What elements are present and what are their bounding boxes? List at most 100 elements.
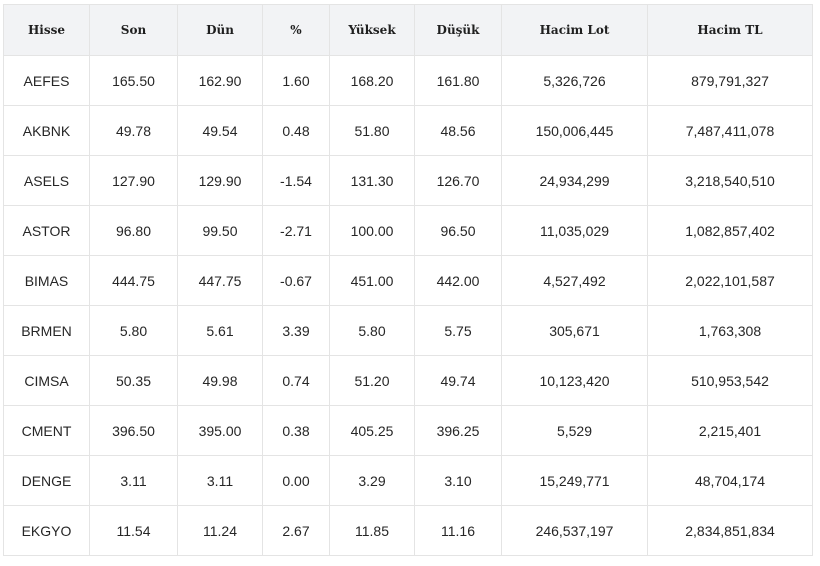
table-row: ASELS 127.90 129.90 -1.54 131.30 126.70 24,934… bbox=[3, 155, 813, 206]
cell-son: 165.50 bbox=[89, 55, 178, 106]
cell-dusuk: 161.80 bbox=[414, 55, 502, 106]
cell-yuksek: 451.00 bbox=[329, 255, 415, 306]
table-row: BIMAS 444.75 447.75 -0.67 451.00 442.00 4,527,… bbox=[3, 255, 813, 306]
cell-son: 5.80 bbox=[89, 305, 178, 356]
cell-hacim-lot: 150,006,445 bbox=[501, 105, 648, 156]
cell-hisse: BRMEN bbox=[3, 305, 90, 356]
cell-dun: 49.54 bbox=[177, 105, 263, 156]
cell-yuksek: 405.25 bbox=[329, 405, 415, 456]
cell-hacim-lot: 5,326,726 bbox=[501, 55, 648, 106]
cell-percent: 0.74 bbox=[262, 355, 330, 406]
cell-hisse: BIMAS bbox=[3, 255, 90, 306]
cell-dun: 129.90 bbox=[177, 155, 263, 206]
cell-son: 127.90 bbox=[89, 155, 178, 206]
cell-percent: -2.71 bbox=[262, 205, 330, 256]
table-row: ASTOR 96.80 99.50 -2.71 100.00 96.50 11,035,02… bbox=[3, 205, 813, 256]
cell-percent: 0.48 bbox=[262, 105, 330, 156]
cell-hacim-lot: 11,035,029 bbox=[501, 205, 648, 256]
cell-hacim-tl: 3,218,540,510 bbox=[647, 155, 813, 206]
cell-hacim-tl: 1,763,308 bbox=[647, 305, 813, 356]
cell-dun: 395.00 bbox=[177, 405, 263, 456]
cell-dun: 99.50 bbox=[177, 205, 263, 256]
stock-table-container: Hisse Son Dün % Yüksek Düşük Hacim Lot H… bbox=[3, 4, 813, 556]
cell-dusuk: 96.50 bbox=[414, 205, 502, 256]
cell-dusuk: 442.00 bbox=[414, 255, 502, 306]
cell-dun: 5.61 bbox=[177, 305, 263, 356]
cell-yuksek: 51.20 bbox=[329, 355, 415, 406]
cell-hisse: ASELS bbox=[3, 155, 90, 206]
cell-hacim-tl: 2,215,401 bbox=[647, 405, 813, 456]
cell-son: 49.78 bbox=[89, 105, 178, 156]
header-yuksek: Yüksek bbox=[329, 4, 415, 56]
header-son: Son bbox=[89, 4, 178, 56]
table-row: AKBNK 49.78 49.54 0.48 51.80 48.56 150,006,445… bbox=[3, 105, 813, 156]
cell-percent: 3.39 bbox=[262, 305, 330, 356]
cell-yuksek: 5.80 bbox=[329, 305, 415, 356]
cell-hisse: CIMSA bbox=[3, 355, 90, 406]
header-dun: Dün bbox=[177, 4, 263, 56]
cell-hisse: CMENT bbox=[3, 405, 90, 456]
header-hacim-lot: Hacim Lot bbox=[501, 4, 648, 56]
cell-dun: 11.24 bbox=[177, 505, 263, 556]
cell-son: 3.11 bbox=[89, 455, 178, 506]
cell-hisse: EKGYO bbox=[3, 505, 90, 556]
cell-dusuk: 126.70 bbox=[414, 155, 502, 206]
cell-hacim-lot: 15,249,771 bbox=[501, 455, 648, 506]
cell-yuksek: 131.30 bbox=[329, 155, 415, 206]
cell-yuksek: 168.20 bbox=[329, 55, 415, 106]
cell-hisse: ASTOR bbox=[3, 205, 90, 256]
cell-son: 11.54 bbox=[89, 505, 178, 556]
cell-dusuk: 5.75 bbox=[414, 305, 502, 356]
cell-percent: 0.38 bbox=[262, 405, 330, 456]
header-hisse: Hisse bbox=[3, 4, 90, 56]
cell-hacim-lot: 246,537,197 bbox=[501, 505, 648, 556]
cell-percent: 0.00 bbox=[262, 455, 330, 506]
table-row: CIMSA 50.35 49.98 0.74 51.20 49.74 10,123,420 5… bbox=[3, 355, 813, 406]
header-percent: % bbox=[262, 4, 330, 56]
cell-percent: 1.60 bbox=[262, 55, 330, 106]
table-row: EKGYO 11.54 11.24 2.67 11.85 11.16 246,537,197… bbox=[3, 505, 813, 556]
cell-hisse: AEFES bbox=[3, 55, 90, 106]
table-body: AEFES 165.50 162.90 1.60 168.20 161.80 5,326,7… bbox=[3, 55, 813, 556]
cell-dun: 49.98 bbox=[177, 355, 263, 406]
cell-hacim-lot: 305,671 bbox=[501, 305, 648, 356]
cell-dusuk: 396.25 bbox=[414, 405, 502, 456]
cell-dun: 162.90 bbox=[177, 55, 263, 106]
cell-hisse: DENGE bbox=[3, 455, 90, 506]
cell-hisse: AKBNK bbox=[3, 105, 90, 156]
cell-hacim-tl: 48,704,174 bbox=[647, 455, 813, 506]
cell-yuksek: 51.80 bbox=[329, 105, 415, 156]
cell-hacim-tl: 2,022,101,587 bbox=[647, 255, 813, 306]
cell-dusuk: 48.56 bbox=[414, 105, 502, 156]
table-header: Hisse Son Dün % Yüksek Düşük Hacim Lot H… bbox=[3, 4, 813, 56]
cell-hacim-lot: 5,529 bbox=[501, 405, 648, 456]
cell-percent: 2.67 bbox=[262, 505, 330, 556]
cell-hacim-tl: 7,487,411,078 bbox=[647, 105, 813, 156]
cell-hacim-tl: 2,834,851,834 bbox=[647, 505, 813, 556]
table-row: DENGE 3.11 3.11 0.00 3.29 3.10 15,249,771 48,70… bbox=[3, 455, 813, 506]
cell-yuksek: 100.00 bbox=[329, 205, 415, 256]
cell-hacim-tl: 510,953,542 bbox=[647, 355, 813, 406]
cell-percent: -1.54 bbox=[262, 155, 330, 206]
cell-dun: 447.75 bbox=[177, 255, 263, 306]
cell-dusuk: 11.16 bbox=[414, 505, 502, 556]
header-hacim-tl: Hacim TL bbox=[647, 4, 813, 56]
header-row: Hisse Son Dün % Yüksek Düşük Hacim Lot H… bbox=[3, 4, 813, 56]
cell-dusuk: 3.10 bbox=[414, 455, 502, 506]
cell-percent: -0.67 bbox=[262, 255, 330, 306]
table-row: CMENT 396.50 395.00 0.38 405.25 396.25 5,529 2,… bbox=[3, 405, 813, 456]
header-dusuk: Düşük bbox=[414, 4, 502, 56]
cell-hacim-lot: 4,527,492 bbox=[501, 255, 648, 306]
cell-dusuk: 49.74 bbox=[414, 355, 502, 406]
table-row: BRMEN 5.80 5.61 3.39 5.80 5.75 305,671 1,763,30… bbox=[3, 305, 813, 356]
table-row: AEFES 165.50 162.90 1.60 168.20 161.80 5,326,7… bbox=[3, 55, 813, 106]
cell-son: 396.50 bbox=[89, 405, 178, 456]
cell-hacim-lot: 10,123,420 bbox=[501, 355, 648, 406]
cell-hacim-tl: 1,082,857,402 bbox=[647, 205, 813, 256]
cell-hacim-tl: 879,791,327 bbox=[647, 55, 813, 106]
cell-son: 444.75 bbox=[89, 255, 178, 306]
stock-table: Hisse Son Dün % Yüksek Düşük Hacim Lot H… bbox=[3, 4, 813, 556]
cell-son: 50.35 bbox=[89, 355, 178, 406]
cell-yuksek: 3.29 bbox=[329, 455, 415, 506]
cell-hacim-lot: 24,934,299 bbox=[501, 155, 648, 206]
